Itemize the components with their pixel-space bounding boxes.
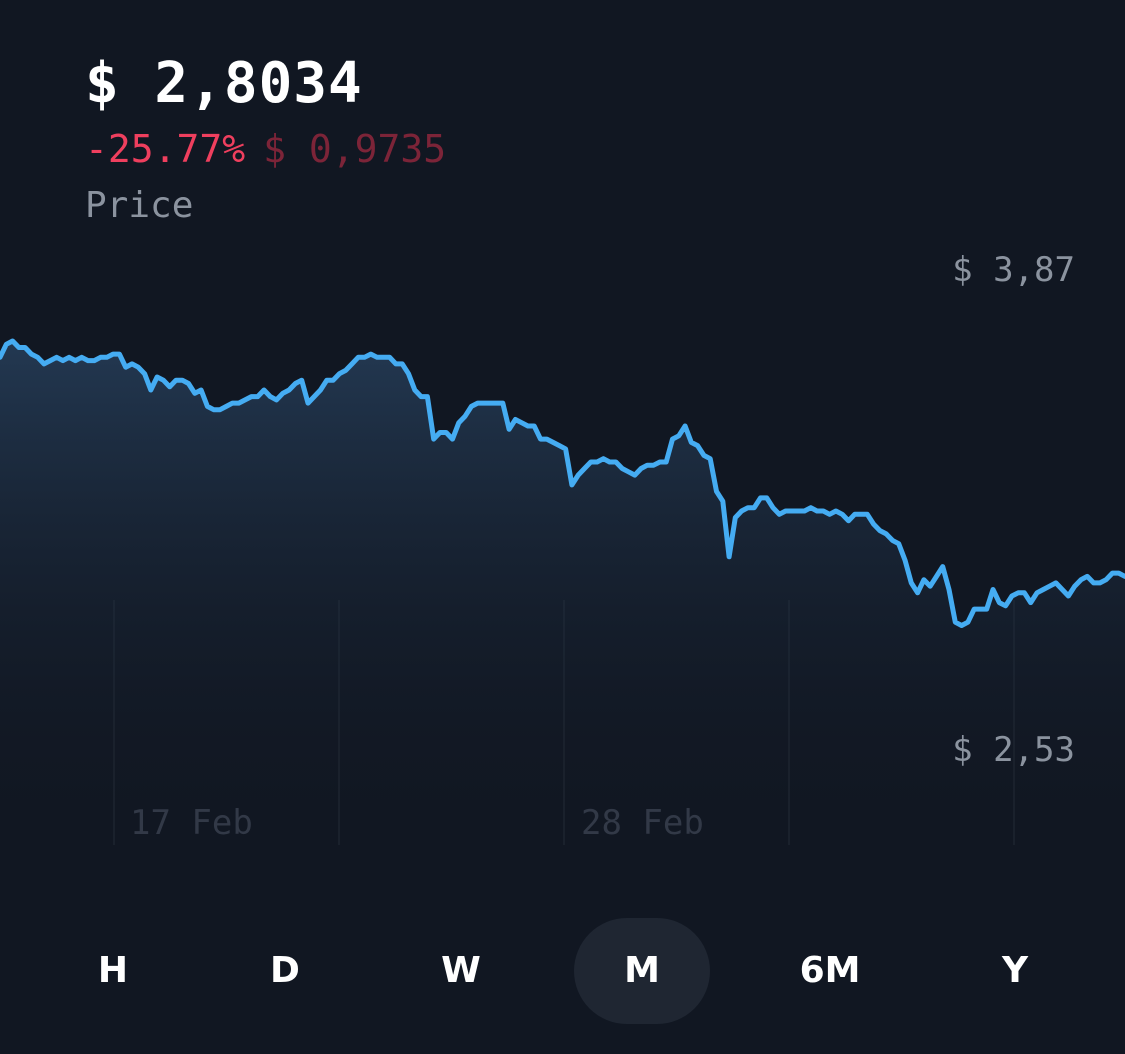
change-percent: -25.77% bbox=[85, 127, 246, 171]
timeframe-week-button[interactable]: W bbox=[441, 950, 481, 991]
timeframe-selector: H D W M 6M Y bbox=[0, 918, 1125, 1024]
price-change: -25.77% $ 0,9735 bbox=[85, 126, 446, 172]
timeframe-hour-button[interactable]: H bbox=[97, 950, 129, 991]
current-price: $ 2,8034 bbox=[85, 51, 363, 116]
timeframe-6month-button[interactable]: 6M bbox=[799, 950, 861, 991]
price-caption: Price bbox=[85, 185, 194, 226]
price-line bbox=[0, 338, 1125, 628]
timeframe-year-button[interactable]: Y bbox=[1001, 950, 1029, 991]
timeframe-day-button[interactable]: D bbox=[270, 950, 300, 991]
x-axis-ticks: 17 Feb 28 Feb bbox=[130, 803, 704, 843]
price-chart[interactable]: 17 Feb 28 Feb bbox=[0, 0, 1125, 870]
change-amount: $ 0,9735 bbox=[263, 127, 447, 171]
price-area-fill bbox=[0, 341, 1125, 845]
range-min-label: $ 2,53 bbox=[952, 730, 1075, 770]
price-header: $ 2,8034 -25.77% $ 0,9735 Price bbox=[85, 52, 446, 228]
x-tick-label: 28 Feb bbox=[581, 803, 704, 843]
timeframe-month-button[interactable]: M bbox=[574, 918, 710, 1024]
x-tick-label: 17 Feb bbox=[130, 803, 253, 843]
range-max-label: $ 3,87 bbox=[952, 250, 1075, 290]
